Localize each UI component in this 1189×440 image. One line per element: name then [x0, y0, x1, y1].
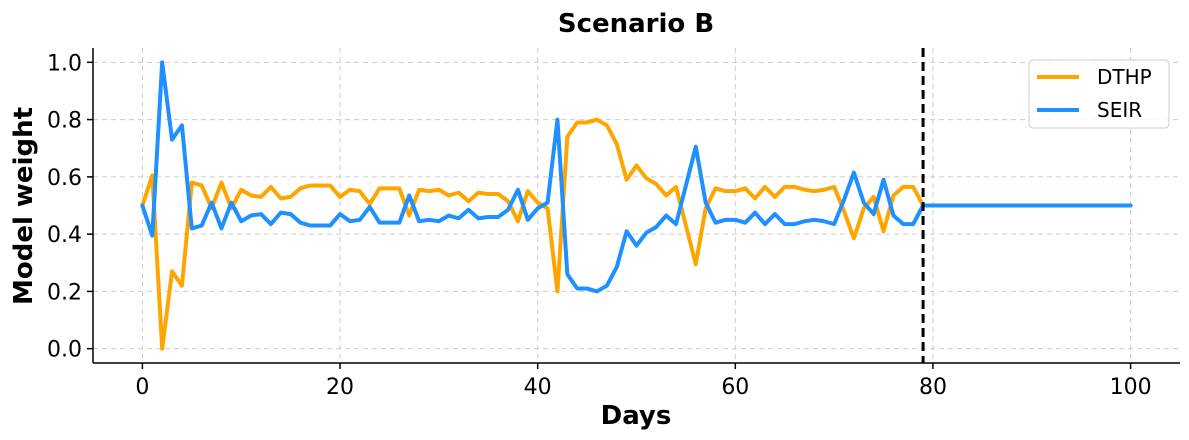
x-tick-label-1: 20 — [326, 375, 354, 400]
chart-title: Scenario B — [558, 9, 714, 39]
series-layer — [140, 48, 1133, 363]
y-tick-label-1: 0.2 — [47, 280, 82, 305]
axes-spines — [92, 48, 1180, 364]
y-tick-label-2: 0.4 — [47, 223, 82, 248]
x-tick-label-3: 60 — [721, 375, 749, 400]
y-tick-label-3: 0.6 — [47, 166, 82, 191]
x-axis-ticks: 0 20 40 60 80 100 — [135, 363, 1152, 400]
legend-label-dthp: DTHP — [1097, 65, 1152, 89]
x-tick-label-2: 40 — [524, 375, 552, 400]
x-tick-label-5: 100 — [1110, 375, 1152, 400]
legend: DTHP SEIR — [1028, 59, 1170, 129]
legend-label-seir: SEIR — [1097, 98, 1142, 122]
x-axis-label: Days — [601, 401, 672, 431]
x-tick-label-0: 0 — [135, 375, 149, 400]
y-tick-label-4: 0.8 — [47, 109, 82, 134]
series-line-dthp — [140, 117, 1133, 351]
y-tick-label-5: 1.0 — [47, 51, 82, 76]
x-tick-label-4: 80 — [919, 375, 947, 400]
y-axis-label: Model weight — [9, 107, 39, 305]
y-axis-ticks: 0.0 0.2 0.4 0.6 0.8 1.0 — [47, 51, 93, 363]
grid — [93, 48, 1180, 363]
series-line-seir — [140, 60, 1133, 294]
y-tick-label-0: 0.0 — [47, 338, 82, 363]
